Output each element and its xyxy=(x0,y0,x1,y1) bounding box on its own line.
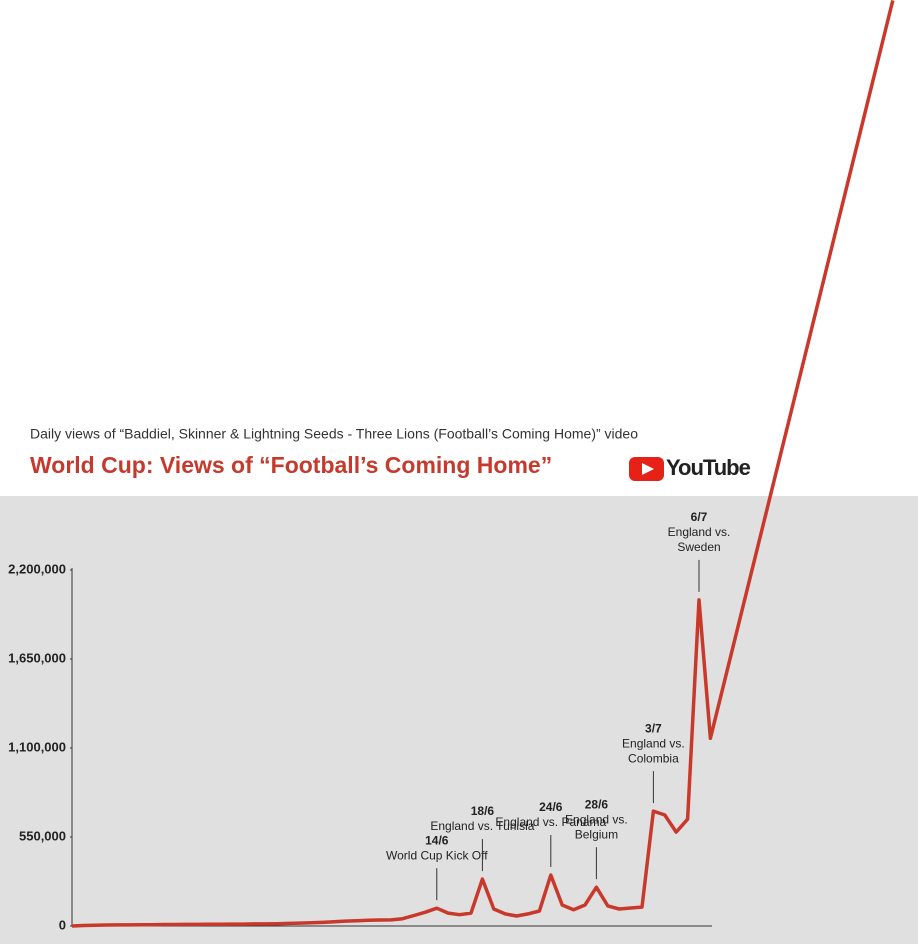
y-tick-label: 1,650,000 xyxy=(8,650,66,665)
annotation-text: Belgium xyxy=(575,827,618,841)
annotation-date: 28/6 xyxy=(585,797,609,811)
brand-logo: YouTube xyxy=(629,455,752,481)
y-tick-label: 2,200,000 xyxy=(8,561,66,576)
data-line xyxy=(71,0,895,928)
annotation-text: England vs. xyxy=(565,812,628,826)
annotation-date: 3/7 xyxy=(645,721,662,735)
annotation-text: England vs. xyxy=(622,736,685,750)
annotation-text: England vs. xyxy=(668,525,731,539)
annotation-date: 6/7 xyxy=(691,510,708,524)
brand-name: YouTube xyxy=(666,455,751,480)
y-tick-label: 1,100,000 xyxy=(8,739,66,754)
annotation-date: 24/6 xyxy=(539,800,563,814)
annotation-text: Colombia xyxy=(628,751,679,765)
chart-subtitle: Daily views of “Baddiel, Skinner & Light… xyxy=(30,426,638,442)
annotation-date: 14/6 xyxy=(425,833,449,847)
annotation-text: Sweden xyxy=(677,540,720,554)
chart-title: World Cup: Views of “Football’s Coming H… xyxy=(30,452,552,478)
annotation-text: England vs. Tunisia xyxy=(430,819,534,833)
annotation-text: England vs. Panama xyxy=(495,815,606,829)
plot-background xyxy=(0,496,918,944)
logo-play xyxy=(642,463,654,475)
annotation-date: 18/6 xyxy=(471,804,495,818)
annotation-text: World Cup Kick Off xyxy=(386,848,488,862)
y-tick-label: 0 xyxy=(59,917,66,932)
y-tick-label: 550,000 xyxy=(19,828,66,843)
